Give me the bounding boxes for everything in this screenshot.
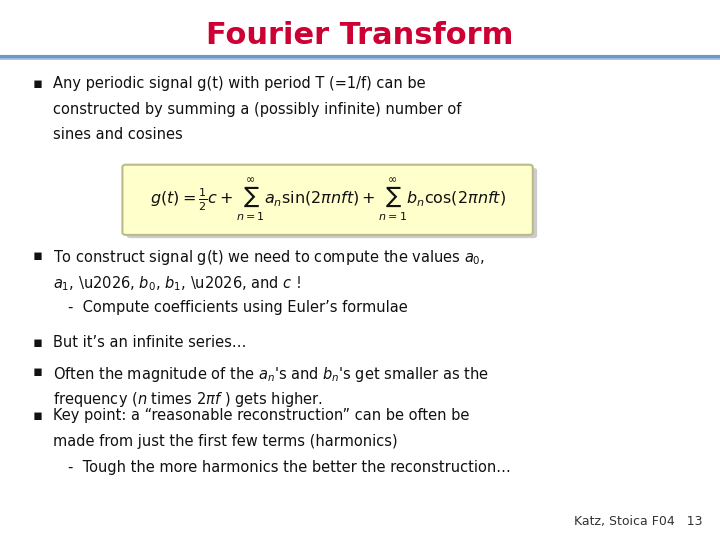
Text: Often the magnitude of the $a_n$'s and $b_n$'s get smaller as the: Often the magnitude of the $a_n$'s and $… [53,364,488,383]
Text: Any periodic signal g(t) with period T (=1/f) can be: Any periodic signal g(t) with period T (… [53,76,426,91]
FancyBboxPatch shape [122,165,533,235]
Text: $g(t) = \frac{1}{2}c + \sum_{n=1}^{\infty} a_n \sin(2\pi nft) + \sum_{n=1}^{\inf: $g(t) = \frac{1}{2}c + \sum_{n=1}^{\inft… [150,177,505,223]
Text: made from just the first few terms (harmonics): made from just the first few terms (harm… [53,434,397,449]
Text: ▪: ▪ [32,408,42,423]
Text: ▪: ▪ [32,76,42,91]
Text: Key point: a “reasonable reconstruction” can be often be: Key point: a “reasonable reconstruction”… [53,408,469,423]
Text: Katz, Stoica F04   13: Katz, Stoica F04 13 [574,515,702,528]
Text: ▪: ▪ [32,364,42,380]
Text: Fourier Transform: Fourier Transform [207,21,513,50]
Text: -  Tough the more harmonics the better the reconstruction…: - Tough the more harmonics the better th… [68,460,511,475]
Text: But it’s an infinite series…: But it’s an infinite series… [53,335,246,350]
Text: $a_1$, \u2026, $b_0$, $b_1$, \u2026, and $c$ !: $a_1$, \u2026, $b_0$, $b_1$, \u2026, and… [53,274,301,293]
Text: constructed by summing a (possibly infinite) number of: constructed by summing a (possibly infin… [53,102,461,117]
FancyBboxPatch shape [127,168,537,238]
Text: ▪: ▪ [32,248,42,264]
Text: sines and cosines: sines and cosines [53,127,182,143]
Text: To construct signal g(t) we need to compute the values $a_0$,: To construct signal g(t) we need to comp… [53,248,485,267]
Text: ▪: ▪ [32,335,42,350]
Text: -  Compute coefficients using Euler’s formulae: - Compute coefficients using Euler’s for… [68,300,408,315]
Text: frequency ($n$ times $2\pi f$ ) gets higher.: frequency ($n$ times $2\pi f$ ) gets hig… [53,390,323,409]
